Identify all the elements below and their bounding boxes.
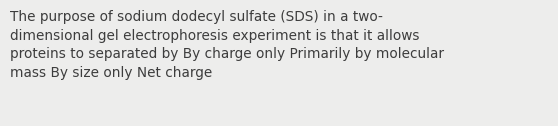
Text: The purpose of sodium dodecyl sulfate (SDS) in a two-
dimensional gel electropho: The purpose of sodium dodecyl sulfate (S… [10,10,444,80]
